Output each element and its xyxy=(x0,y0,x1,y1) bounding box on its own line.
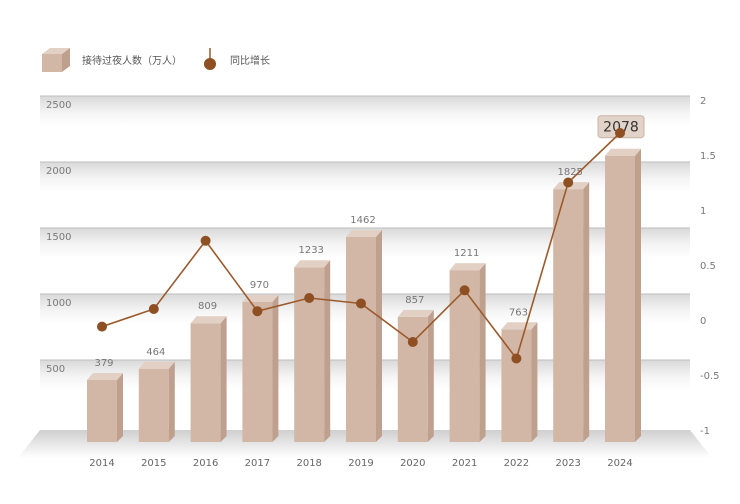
growth-point xyxy=(97,321,107,332)
legend-line-label: 同比增长 xyxy=(230,55,270,67)
growth-point xyxy=(252,306,263,317)
bar-side-face xyxy=(376,230,382,442)
bar-value-label: 1211 xyxy=(454,248,479,259)
growth-point xyxy=(615,128,625,138)
bar-front-face xyxy=(449,270,480,442)
growth-point xyxy=(459,285,470,296)
bar-front-face xyxy=(553,189,584,442)
growth-point xyxy=(304,293,315,303)
legend-bar-entry: 接待过夜人数（万人） xyxy=(40,44,182,74)
bar-top-face xyxy=(87,372,123,380)
bar xyxy=(397,309,434,442)
bar-side-face xyxy=(117,372,123,442)
bar-side-face xyxy=(583,182,590,442)
y-right-tick-label: -0.5 xyxy=(700,371,720,382)
highlight-value-label: 2078 xyxy=(603,120,639,136)
growth-point xyxy=(407,337,418,347)
y-right-tick-label: 1 xyxy=(700,206,706,217)
grid-band xyxy=(40,162,690,192)
bar-legend-icon xyxy=(42,48,70,72)
bar-value-label: 1462 xyxy=(350,215,375,226)
bar xyxy=(242,294,279,442)
y-left-tick-label: 2000 xyxy=(46,166,71,177)
y-right-tick-label: 1.5 xyxy=(700,151,716,162)
x-tick-label: 2016 xyxy=(193,458,218,469)
bar-top-face xyxy=(346,230,382,238)
bar-front-face xyxy=(242,301,273,442)
x-tick-label: 2014 xyxy=(89,458,114,469)
growth-point xyxy=(200,235,211,246)
bar-top-face xyxy=(190,316,227,324)
bar-top-face xyxy=(397,309,434,317)
bar-front-face xyxy=(190,323,221,442)
growth-point xyxy=(511,353,522,364)
x-tick-label: 2018 xyxy=(296,458,321,469)
bar-value-label: 1233 xyxy=(298,245,323,256)
legend-line-entry: 同比增长 xyxy=(200,44,270,74)
x-tick-label: 2022 xyxy=(504,458,529,469)
bar-value-label: 857 xyxy=(405,295,424,306)
bar xyxy=(190,316,227,442)
bar xyxy=(87,372,123,442)
growth-point xyxy=(563,177,574,188)
y-right-tick-label: -1 xyxy=(700,426,710,437)
y-left-tick-label: 1000 xyxy=(46,298,71,309)
bar-value-label: 809 xyxy=(198,301,217,312)
x-tick-label: 2015 xyxy=(141,458,166,469)
x-tick-label: 2017 xyxy=(245,458,270,469)
y-left-tick-label: 2500 xyxy=(46,100,71,111)
bar-top-face xyxy=(294,260,331,268)
bar-top-face xyxy=(242,294,279,302)
bar-side-face xyxy=(531,322,538,442)
bar-side-face xyxy=(479,263,486,442)
bar-value-label: 464 xyxy=(146,347,165,358)
bar-front-face xyxy=(397,316,428,442)
bar-side-face xyxy=(427,309,434,442)
bar-side-face xyxy=(168,361,175,442)
bar-front-face xyxy=(138,368,169,442)
line-point-legend-icon xyxy=(204,48,216,70)
bar xyxy=(553,182,590,442)
bar-top-face xyxy=(449,263,486,271)
bar xyxy=(605,148,641,443)
highlight-value-callout: 2078 xyxy=(597,115,645,139)
bar-front-face xyxy=(605,155,635,443)
bar xyxy=(346,230,382,442)
x-tick-label: 2023 xyxy=(555,458,580,469)
growth-point xyxy=(148,304,159,314)
bar-top-face xyxy=(138,361,175,369)
bar xyxy=(449,263,486,442)
y-left-tick-label: 1500 xyxy=(46,232,71,243)
bar-value-label: 379 xyxy=(94,358,113,369)
bar xyxy=(138,361,175,442)
bar xyxy=(501,322,538,442)
x-tick-label: 2021 xyxy=(452,458,477,469)
bar-value-label: 970 xyxy=(250,280,269,291)
bar-value-label: 1825 xyxy=(557,167,582,178)
y-right-tick-label: 0 xyxy=(700,316,706,327)
bar-top-face xyxy=(605,148,641,156)
y-right-tick-label: 0.5 xyxy=(700,261,716,272)
x-tick-label: 2019 xyxy=(348,458,373,469)
bar xyxy=(294,260,331,442)
y-left-tick-label: 500 xyxy=(46,364,65,375)
bar-front-face xyxy=(501,329,532,442)
bar-front-face xyxy=(87,379,117,442)
growth-point xyxy=(356,298,366,309)
legend-bar-label: 接待过夜人数（万人） xyxy=(82,55,182,67)
bar-side-face xyxy=(220,316,227,442)
y-right-tick-label: 2 xyxy=(700,96,706,107)
bar-side-face xyxy=(324,260,331,442)
bar-side-face xyxy=(635,148,641,443)
bar-front-face xyxy=(346,237,376,442)
bar-top-face xyxy=(501,322,538,330)
grid-band xyxy=(40,96,690,126)
x-tick-label: 2024 xyxy=(607,458,632,469)
bar-side-face xyxy=(272,294,279,442)
bar-value-label: 763 xyxy=(509,307,528,318)
x-tick-label: 2020 xyxy=(400,458,425,469)
